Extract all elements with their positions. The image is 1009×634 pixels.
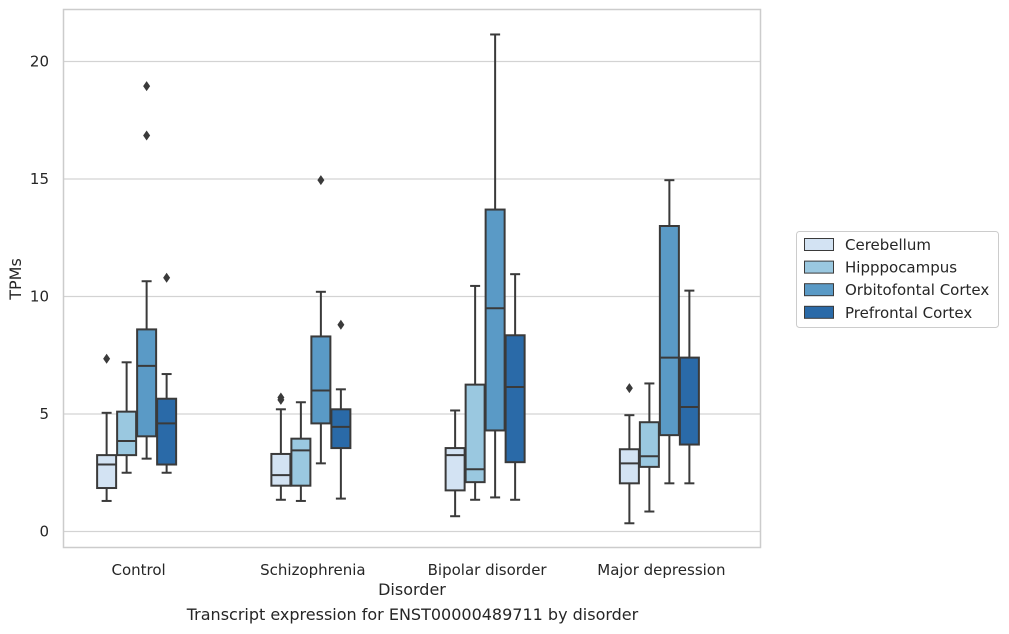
box-cerebellum (618, 383, 640, 525)
box-hipppocampus (290, 401, 312, 502)
outlier-point (277, 392, 285, 403)
box-iqr (96, 454, 118, 490)
box-iqr (484, 208, 506, 432)
y-tick-label: 10 (30, 288, 49, 306)
box-cerebellum (270, 392, 292, 501)
box-iqr (310, 335, 332, 425)
box-iqr (270, 452, 292, 487)
legend: Cerebellum Hipppocampus Orbitofontal Corte… (796, 231, 999, 328)
x-tick-label: Control (112, 561, 166, 579)
outlier-point (317, 175, 325, 186)
box-iqr (464, 383, 486, 484)
x-tick-label: Schizophrenia (260, 561, 365, 579)
x-tick-label: Bipolar disorder (428, 561, 548, 579)
box-cerebellum (444, 409, 466, 518)
legend-swatch (804, 283, 834, 297)
box-orbitofontal-cortex (136, 81, 158, 460)
y-tick-label: 15 (30, 170, 49, 188)
box-iqr (330, 408, 352, 450)
box-hipppocampus (638, 382, 660, 513)
box-hipppocampus (116, 361, 138, 474)
y-tick-labels: 0 5 10 15 20 (30, 53, 49, 541)
box-hipppocampus (464, 284, 486, 501)
box-orbitofontal-cortex (310, 175, 332, 465)
box-prefrontal-cortex (504, 273, 526, 501)
box-iqr (504, 334, 526, 464)
box-iqr (678, 356, 700, 446)
box-orbitofontal-cortex (484, 33, 506, 499)
x-tick-labels: Control Schizophrenia Bipolar disorder Majo… (112, 561, 726, 579)
legend-label: Prefrontal Cortex (845, 304, 972, 322)
outlier-point (143, 130, 151, 141)
legend-frame (796, 231, 999, 328)
legend-label: Orbitofontal Cortex (845, 281, 989, 299)
outlier-point (103, 353, 111, 364)
box-cerebellum (96, 353, 118, 502)
legend-label: Hipppocampus (845, 259, 957, 277)
legend-swatch (804, 238, 834, 251)
outlier-point (163, 272, 171, 283)
y-tick-label: 20 (30, 53, 49, 71)
box-prefrontal-cortex (330, 319, 352, 500)
y-axis-label: TPMs (6, 258, 25, 301)
legend-label: Cerebellum (845, 236, 931, 254)
x-tick-label: Major depression (597, 561, 725, 579)
y-tick-label: 5 (39, 405, 49, 423)
legend-swatch (804, 260, 834, 274)
box-iqr (618, 448, 640, 485)
outlier-point (143, 81, 151, 92)
outlier-point (337, 319, 345, 330)
box-orbitofontal-cortex (658, 179, 680, 485)
box-iqr (638, 421, 660, 468)
box-iqr (116, 410, 138, 457)
box-iqr (156, 397, 178, 466)
box-plot-marks (96, 33, 700, 525)
chart-caption: Transcript expression for ENST0000048971… (186, 605, 639, 624)
legend-swatch (804, 305, 834, 319)
box-iqr (136, 328, 158, 438)
x-axis-label: Disorder (378, 580, 446, 599)
outlier-point (625, 383, 633, 394)
box-iqr (290, 437, 312, 487)
box-iqr (658, 225, 680, 437)
box-prefrontal-cortex (678, 289, 700, 485)
grid-lines (63, 60, 761, 533)
plot-area-frame (62, 8, 762, 549)
y-tick-label: 0 (39, 523, 49, 541)
box-prefrontal-cortex (156, 272, 178, 474)
